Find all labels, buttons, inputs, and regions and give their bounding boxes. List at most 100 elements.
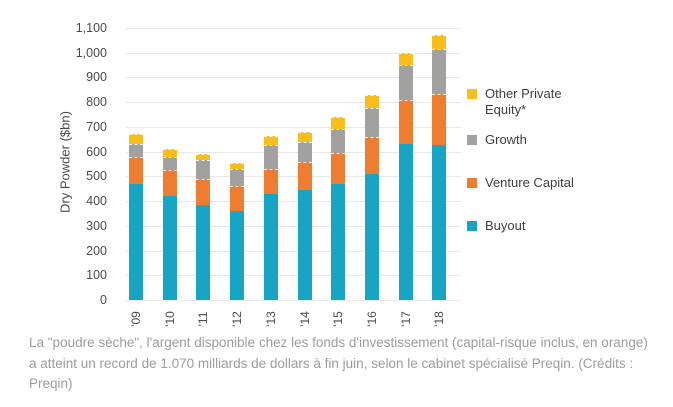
bar-segment-buyout [364,173,379,300]
bar-segment-venture-capital [196,178,211,205]
bar-segment-growth [230,168,245,187]
bar-segment-venture-capital [432,93,447,146]
bar-segment-other-private-equity [263,135,278,146]
bar-10 [162,149,177,300]
bar-segment-buyout [432,145,447,300]
bar-13 [263,135,278,300]
bar-segment-growth [162,156,177,171]
legend: Other Private Equity* Growth Venture Capit… [467,86,607,234]
gridline [125,151,461,153]
legend-item-buyout: Buyout [467,218,607,234]
gridline [125,28,461,29]
legend-item-other-private-equity: Other Private Equity* [467,86,607,118]
dry-powder-stacked-bar-chart: Dry Powder ($bn) Other Private Equity* Gr… [58,21,607,327]
legend-label: Other Private Equity* [485,86,562,117]
bar-segment-venture-capital [331,152,346,184]
gridline [125,275,461,277]
caption: La "poudre sèche", l'argent disponible c… [29,335,648,391]
bar-segment-buyout [398,144,413,300]
bar-14 [297,131,312,300]
bar-segment-venture-capital [297,161,312,190]
plot-area [125,28,461,301]
bar-segment-growth [364,108,379,137]
x-tick-label: '10 [162,311,177,327]
x-tick-label: '11 [196,311,211,327]
gridline [125,225,461,227]
bar-segment-other-private-equity [129,134,143,145]
y-tick-label: 100 [86,268,107,283]
bar-segment-venture-capital [398,99,413,145]
gridline [125,52,461,54]
bar-segment-growth [129,144,143,157]
x-tick-label: '17 [398,311,413,327]
x-tick-label: '14 [297,311,312,327]
x-tick-label: '09 [129,311,143,327]
x-tick-label: '18 [432,311,447,327]
y-tick-label: 600 [86,144,107,159]
x-tick-label: '12 [230,311,245,327]
bar-segment-venture-capital [263,168,278,194]
bar-segment-growth [196,160,211,179]
bar-segment-venture-capital [364,136,379,174]
bar-segment-buyout [331,183,346,300]
gridline [125,126,461,128]
bar-segment-other-private-equity [196,154,211,161]
bar-segment-other-private-equity [331,117,346,130]
x-tick-label: '13 [263,311,278,327]
bar-segment-growth [432,49,447,94]
bar-15 [331,117,346,300]
bar-11 [196,154,211,300]
bar-segment-other-private-equity [162,149,177,157]
bar-16 [364,94,379,300]
legend-label: Venture Capital [485,175,574,190]
legend-item-growth: Growth [467,132,607,148]
bar-segment-growth [263,145,278,169]
legend-swatch-venture-capital [467,178,477,188]
legend-label: Buyout [485,218,526,233]
gridline [125,300,461,301]
bar-segment-other-private-equity [297,131,312,142]
legend-swatch-buyout [467,221,477,231]
bar-segment-venture-capital [129,156,143,184]
y-tick-label: 900 [86,70,107,85]
gridline [125,201,461,203]
bar-segment-venture-capital [162,170,177,197]
gridline [125,250,461,252]
gridline [125,102,461,104]
bar-18 [432,35,447,300]
bar-segment-buyout [263,193,278,300]
x-tick-label: '15 [331,311,346,327]
gridline [125,176,461,178]
bar-segment-buyout [129,183,143,300]
x-tick-label: '16 [364,311,379,327]
legend-label: Growth [485,132,527,147]
legend-swatch-growth [467,135,477,145]
y-tick-label: 400 [86,194,107,209]
bar-segment-venture-capital [230,186,245,211]
bar-segment-growth [331,129,346,153]
y-tick-label: 800 [86,95,107,110]
y-tick-label: 0 [100,293,107,307]
y-tick-label: 700 [86,119,107,134]
bar-segment-growth [398,65,413,100]
y-tick-label: 1,000 [75,45,107,60]
y-tick-label: 1,100 [75,21,107,35]
y-tick-label: 200 [86,243,107,258]
bar-segment-other-private-equity [230,162,245,169]
legend-swatch-other-private-equity [467,89,477,99]
bar-segment-buyout [230,210,245,300]
bar-segment-other-private-equity [398,52,413,66]
y-tick-label: 300 [86,218,107,233]
bar-segment-other-private-equity [364,94,379,109]
bar-segment-buyout [196,204,211,300]
gridline [125,77,461,79]
bar-12 [230,162,245,300]
y-tick-label: 500 [86,169,107,184]
bar-segment-other-private-equity [432,35,447,50]
bar-segment-buyout [162,196,177,300]
bar-17 [398,52,413,300]
bar-segment-buyout [297,189,312,300]
legend-item-venture-capital: Venture Capital [467,175,607,191]
bar-09 [129,134,143,300]
